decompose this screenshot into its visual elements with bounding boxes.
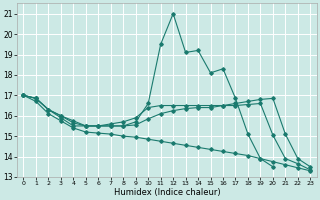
- X-axis label: Humidex (Indice chaleur): Humidex (Indice chaleur): [114, 188, 220, 197]
